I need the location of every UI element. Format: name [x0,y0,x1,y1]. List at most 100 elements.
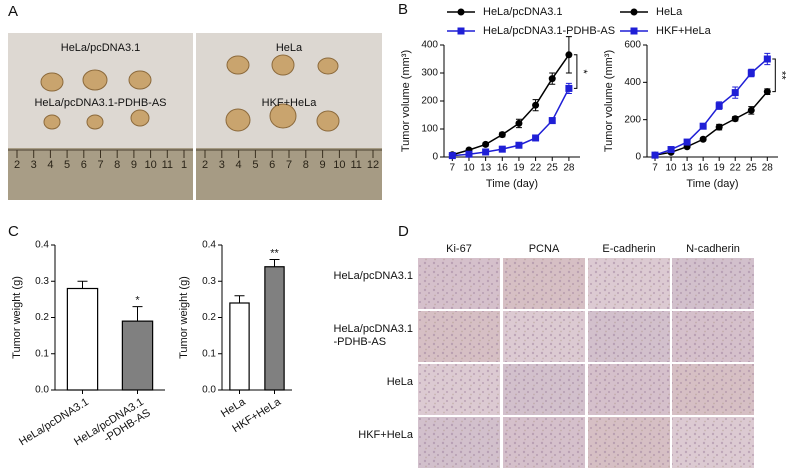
y-tick-label: 0.4 [202,240,216,251]
marker [515,119,523,127]
x-tick-label: 28 [563,163,575,174]
significance-bracket [573,54,578,89]
marker [465,150,473,158]
significance: ** [775,71,787,80]
legend-label: HeLa [656,6,683,18]
x-tick-label: 28 [762,163,774,174]
x-tick-label: 19 [714,163,726,174]
ruler-number: 5 [252,159,258,171]
ruler-number: 8 [114,159,120,171]
series-line [452,54,570,156]
column-header: PCNA [529,243,560,255]
ihc-texture [418,417,500,468]
marker [667,146,675,154]
y-tick-label: 400 [624,77,641,88]
y-axis-title: Tumor weight (g) [178,276,190,359]
x-tick-label: 13 [682,163,694,174]
marker [482,140,490,148]
marker [565,51,573,59]
ruler-number: 11 [350,159,361,171]
bar [229,302,250,391]
row-label: HKF+HeLa [358,428,413,441]
ruler-number: 4 [236,159,242,171]
marker [565,84,573,92]
marker [699,135,707,143]
legend-marker [457,27,465,35]
ruler-number: 3 [31,159,37,171]
marker [683,138,691,146]
x-axis-title: Time (day) [486,178,538,190]
error-bar [77,280,88,289]
marker [532,101,540,109]
ihc-texture [503,364,585,415]
ihc-texture [418,364,500,415]
column-header: N-cadherin [686,243,740,255]
ruler-number: 4 [47,159,53,171]
ihc-texture [588,258,670,309]
significance: * [135,295,140,307]
x-tick-label: 16 [698,163,710,174]
legend-label: HeLa/pcDNA3.1 [483,6,563,18]
ihc-texture [672,258,754,309]
ihc-texture [588,364,670,415]
y-tick-label: 0.2 [202,312,216,323]
legend-marker [630,27,638,35]
x-tick-label: 7 [652,163,658,174]
y-tick-label: 0.3 [202,276,216,287]
ruler-number: 8 [303,159,309,171]
ihc-texture [672,364,754,415]
ruler-number: 5 [64,159,70,171]
x-axis-title: Time (day) [686,178,738,190]
ruler-number: 6 [81,159,87,171]
legend-label: HeLa/pcDNA3.1-PDHB-AS [483,25,615,37]
marker [731,115,739,123]
y-tick-label: 100 [421,124,438,135]
panel-letter: B [398,1,408,18]
error-bar [269,259,280,267]
x-tick-label: 7 [450,163,456,174]
x-tick-label: 10 [665,163,677,174]
y-axis-title: Tumor volume (mm³) [400,50,412,152]
y-tick-label: 0.1 [202,348,216,359]
ruler-number: 10 [333,159,345,171]
ruler-number: 12 [367,159,379,171]
row-label: HeLa [386,375,413,388]
panel-letter: A [8,3,18,20]
marker [747,106,755,114]
y-tick-label: 400 [421,40,438,51]
marker [482,148,490,156]
photo-label: HeLa [276,42,303,54]
ruler-number: 3 [219,159,225,171]
marker [731,89,739,97]
y-tick-label: 0.4 [35,240,49,251]
ruler-number: 7 [97,159,103,171]
marker [498,145,506,153]
x-tick-label: 16 [497,163,509,174]
y-tick-label: 0.0 [202,385,216,396]
x-tick-label: 22 [530,163,542,174]
significance: * [577,69,589,74]
marker [498,131,506,139]
column-header: E-cadherin [602,243,655,255]
ruler-number: 10 [144,159,156,171]
bar [264,266,285,391]
y-tick-label: 0.2 [35,312,49,323]
x-tick-label: 25 [746,163,758,174]
marker [515,141,523,149]
panel-letter: D [398,223,409,240]
ihc-texture [503,417,585,468]
marker [532,134,540,142]
x-tick-label: 25 [547,163,559,174]
ruler-number: 9 [320,159,326,171]
y-axis-title: Tumor volume (mm³) [603,50,615,152]
legend-label: HKF+HeLa [656,25,712,37]
marker [548,75,556,83]
ihc-texture [672,311,754,362]
marker [715,102,723,110]
ihc-texture [588,311,670,362]
series-line [654,91,768,156]
marker [548,117,556,125]
panel-letter: C [8,223,19,240]
